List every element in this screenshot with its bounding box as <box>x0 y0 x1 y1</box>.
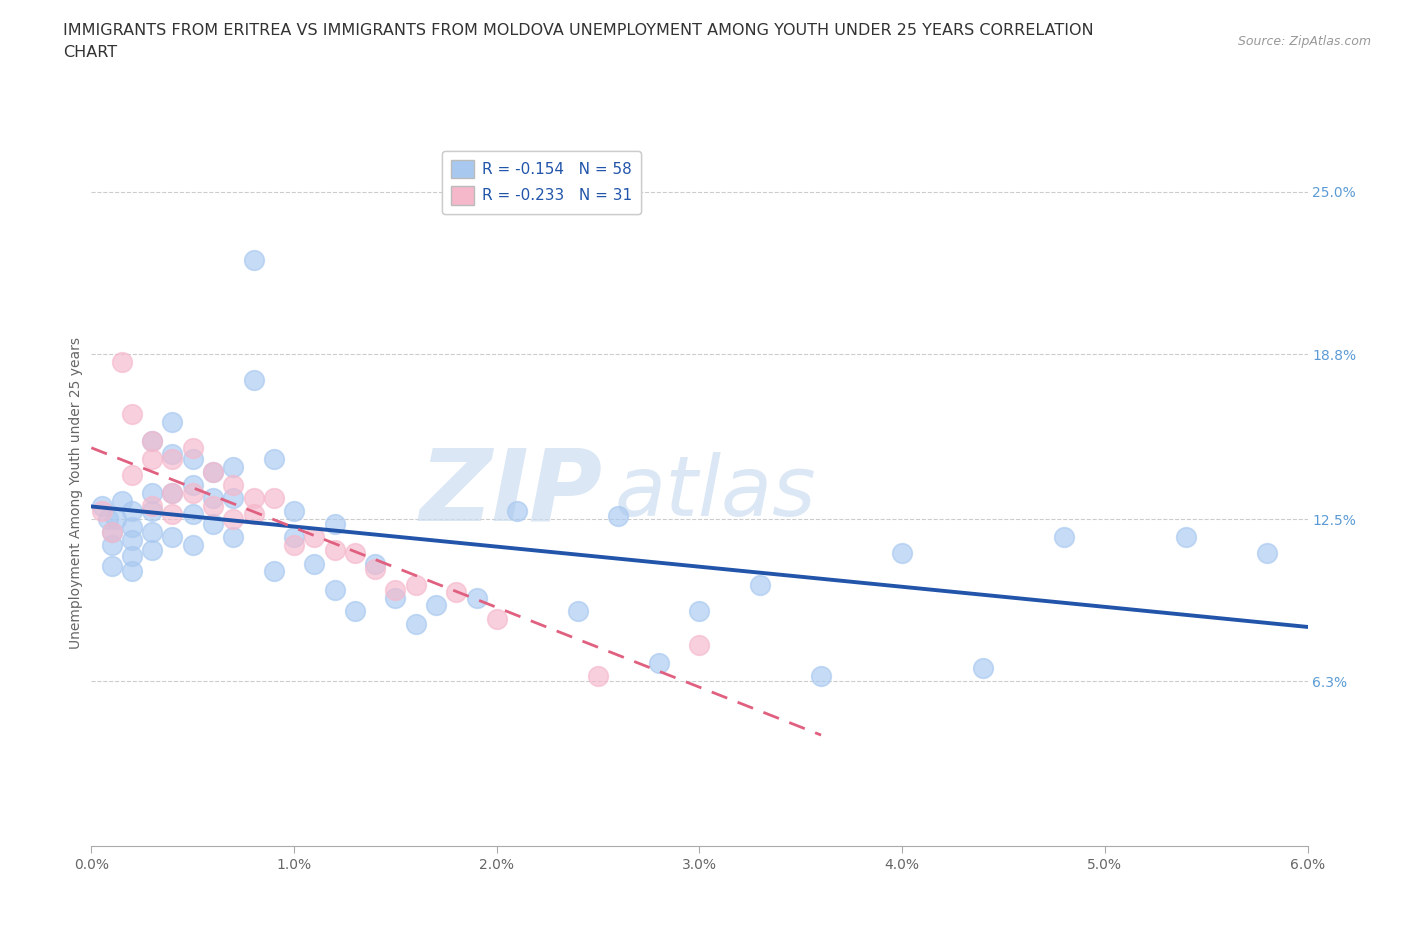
Point <box>323 543 346 558</box>
Point <box>567 604 589 618</box>
Point <box>162 415 184 430</box>
Point <box>162 446 184 461</box>
Point <box>90 504 112 519</box>
Point <box>688 604 710 618</box>
Point <box>222 530 245 545</box>
Point <box>607 509 630 524</box>
Point <box>222 491 245 506</box>
Point <box>364 556 387 571</box>
Point <box>242 252 264 267</box>
Point <box>121 467 143 482</box>
Point <box>202 498 225 513</box>
Point <box>181 538 204 552</box>
Point <box>586 669 609 684</box>
Point <box>1256 546 1278 561</box>
Point <box>263 451 285 466</box>
Point <box>506 504 529 519</box>
Point <box>162 507 184 522</box>
Point <box>100 538 122 552</box>
Point <box>121 549 143 564</box>
Point <box>202 517 225 532</box>
Point <box>121 564 143 578</box>
Point <box>405 617 427 631</box>
Point <box>384 591 406 605</box>
Point <box>141 543 163 558</box>
Point <box>384 582 406 597</box>
Point <box>222 478 245 493</box>
Point <box>222 459 245 474</box>
Point <box>648 656 671 671</box>
Point <box>485 611 508 626</box>
Point <box>304 556 326 571</box>
Point <box>162 485 184 500</box>
Point <box>688 637 710 652</box>
Point <box>323 517 346 532</box>
Point <box>141 525 163 539</box>
Point <box>263 564 285 578</box>
Point <box>121 504 143 519</box>
Point <box>141 433 163 448</box>
Point <box>141 498 163 513</box>
Point <box>181 441 204 456</box>
Point <box>1175 530 1198 545</box>
Point <box>242 507 264 522</box>
Point <box>104 512 127 526</box>
Point <box>465 591 488 605</box>
Point <box>100 525 122 539</box>
Point <box>891 546 914 561</box>
Y-axis label: Unemployment Among Youth under 25 years: Unemployment Among Youth under 25 years <box>69 337 83 649</box>
Point <box>181 507 204 522</box>
Point <box>162 451 184 466</box>
Text: atlas: atlas <box>614 452 815 534</box>
Point <box>141 433 163 448</box>
Point <box>283 530 305 545</box>
Point <box>181 478 204 493</box>
Point <box>100 525 122 539</box>
Point <box>749 578 772 592</box>
Legend: R = -0.154   N = 58, R = -0.233   N = 31: R = -0.154 N = 58, R = -0.233 N = 31 <box>441 151 641 214</box>
Text: ZIP: ZIP <box>419 445 602 541</box>
Point <box>90 498 112 513</box>
Point <box>323 582 346 597</box>
Point <box>181 485 204 500</box>
Point <box>181 451 204 466</box>
Point <box>202 464 225 479</box>
Point <box>810 669 832 684</box>
Point <box>121 520 143 535</box>
Point <box>242 491 264 506</box>
Point <box>343 604 366 618</box>
Point <box>343 546 366 561</box>
Point <box>263 491 285 506</box>
Point <box>222 512 245 526</box>
Point <box>283 504 305 519</box>
Point <box>304 530 326 545</box>
Point <box>100 559 122 574</box>
Point <box>141 485 163 500</box>
Point <box>972 661 994 676</box>
Point <box>364 562 387 577</box>
Point <box>121 407 143 422</box>
Point <box>444 585 467 600</box>
Point <box>97 512 120 526</box>
Point <box>162 530 184 545</box>
Point <box>141 451 163 466</box>
Text: IMMIGRANTS FROM ERITREA VS IMMIGRANTS FROM MOLDOVA UNEMPLOYMENT AMONG YOUTH UNDE: IMMIGRANTS FROM ERITREA VS IMMIGRANTS FR… <box>63 23 1094 38</box>
Point <box>202 464 225 479</box>
Point <box>405 578 427 592</box>
Point <box>111 354 134 369</box>
Text: Source: ZipAtlas.com: Source: ZipAtlas.com <box>1237 35 1371 48</box>
Point <box>121 533 143 548</box>
Point <box>141 504 163 519</box>
Text: CHART: CHART <box>63 45 117 60</box>
Point <box>242 373 264 388</box>
Point <box>425 598 447 613</box>
Point <box>162 485 184 500</box>
Point <box>1053 530 1076 545</box>
Point <box>283 538 305 552</box>
Point <box>111 493 134 508</box>
Point <box>202 491 225 506</box>
